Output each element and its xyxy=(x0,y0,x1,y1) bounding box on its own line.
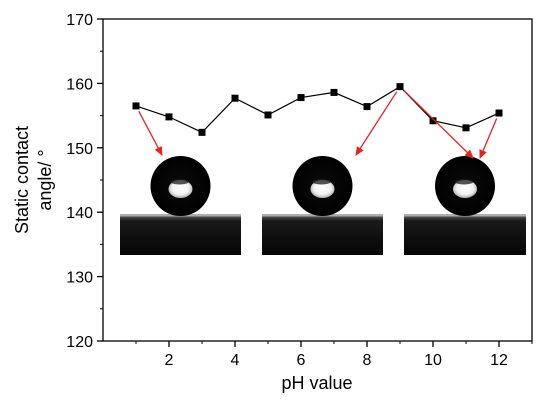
y-tick-label: 150 xyxy=(66,141,93,158)
droplet-inset-photos xyxy=(120,156,526,255)
annotation-arrows xyxy=(138,90,498,159)
x-tick-label: 6 xyxy=(297,352,306,369)
x-axis-title: pH value xyxy=(281,373,352,393)
y-axis-ticks: 120 130 140 150 160 170 xyxy=(66,12,103,351)
y-tick-label: 130 xyxy=(66,270,93,287)
data-point xyxy=(330,88,338,96)
y-axis-title-line-1: Static contact xyxy=(12,126,32,234)
x-tick-label: 4 xyxy=(231,352,240,369)
data-point xyxy=(495,109,503,117)
data-series xyxy=(132,83,503,136)
y-tick-label: 140 xyxy=(66,205,93,222)
y-axis-title-line-2: angle/ ° xyxy=(35,149,55,210)
data-point xyxy=(165,113,173,121)
x-tick-label: 2 xyxy=(165,352,174,369)
x-tick-label: 8 xyxy=(363,352,372,369)
x-axis-ticks: 2 4 6 8 10 12 xyxy=(135,341,533,369)
droplet-highlight xyxy=(453,180,477,198)
series-line xyxy=(135,85,500,134)
substrate-block xyxy=(404,216,526,255)
data-point xyxy=(231,94,239,102)
x-tick-label: 10 xyxy=(424,352,442,369)
data-point xyxy=(396,83,404,91)
droplet-highlight-shade xyxy=(455,179,473,185)
annotation-arrow xyxy=(479,118,498,159)
y-tick-label: 160 xyxy=(66,76,93,93)
droplet-highlight-shade xyxy=(312,179,331,185)
y-tick-label: 120 xyxy=(66,334,93,351)
data-point xyxy=(198,128,206,136)
data-point xyxy=(429,117,437,125)
annotation-arrow xyxy=(355,91,398,156)
data-point xyxy=(132,102,140,110)
droplet-highlight-shade xyxy=(170,179,189,185)
data-point xyxy=(264,111,272,119)
droplet-highlight xyxy=(168,180,193,198)
x-tick-label: 12 xyxy=(490,352,508,369)
droplet-photo-2 xyxy=(262,156,383,255)
substrate-block xyxy=(262,216,383,255)
droplet-photo-1 xyxy=(120,156,241,255)
data-point xyxy=(297,94,305,102)
y-tick-label: 170 xyxy=(66,12,93,29)
data-point xyxy=(462,124,470,132)
annotation-arrow xyxy=(138,110,163,156)
droplet-highlight xyxy=(310,180,335,198)
substrate-block xyxy=(120,216,241,255)
annotation-arrow xyxy=(403,90,474,159)
data-point xyxy=(363,103,371,111)
droplet-photo-3 xyxy=(404,156,526,255)
